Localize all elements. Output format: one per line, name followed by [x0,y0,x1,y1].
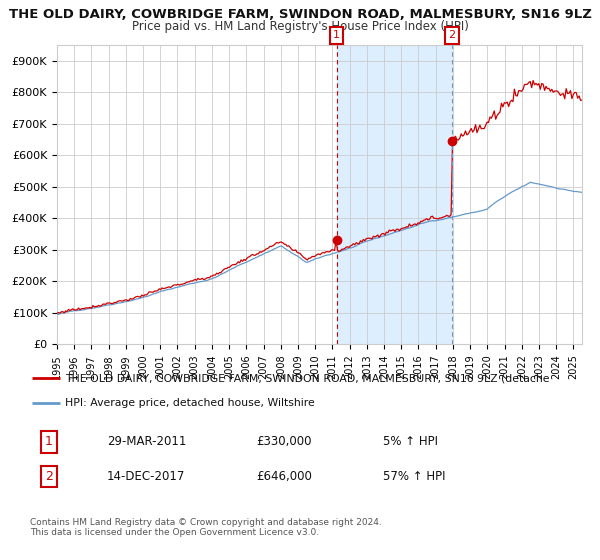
Text: 1: 1 [333,30,340,40]
Text: £330,000: £330,000 [256,435,311,449]
Text: 1: 1 [45,435,53,449]
Text: THE OLD DAIRY, COWBRIDGE FARM, SWINDON ROAD, MALMESBURY, SN16 9LZ: THE OLD DAIRY, COWBRIDGE FARM, SWINDON R… [8,8,592,21]
Text: Contains HM Land Registry data © Crown copyright and database right 2024.
This d: Contains HM Land Registry data © Crown c… [30,518,382,538]
Text: 2: 2 [448,30,455,40]
Text: 14-DEC-2017: 14-DEC-2017 [107,470,185,483]
Bar [337,45,452,344]
Text: Price paid vs. HM Land Registry's House Price Index (HPI): Price paid vs. HM Land Registry's House … [131,20,469,33]
Text: THE OLD DAIRY, COWBRIDGE FARM, SWINDON ROAD, MALMESBURY, SN16 9LZ (detache: THE OLD DAIRY, COWBRIDGE FARM, SWINDON R… [65,374,550,384]
Text: 5% ↑ HPI: 5% ↑ HPI [383,435,438,449]
Text: 29-MAR-2011: 29-MAR-2011 [107,435,186,449]
Text: 2: 2 [45,470,53,483]
Text: HPI: Average price, detached house, Wiltshire: HPI: Average price, detached house, Wilt… [65,398,315,408]
Text: £646,000: £646,000 [256,470,312,483]
Text: 57% ↑ HPI: 57% ↑ HPI [383,470,445,483]
